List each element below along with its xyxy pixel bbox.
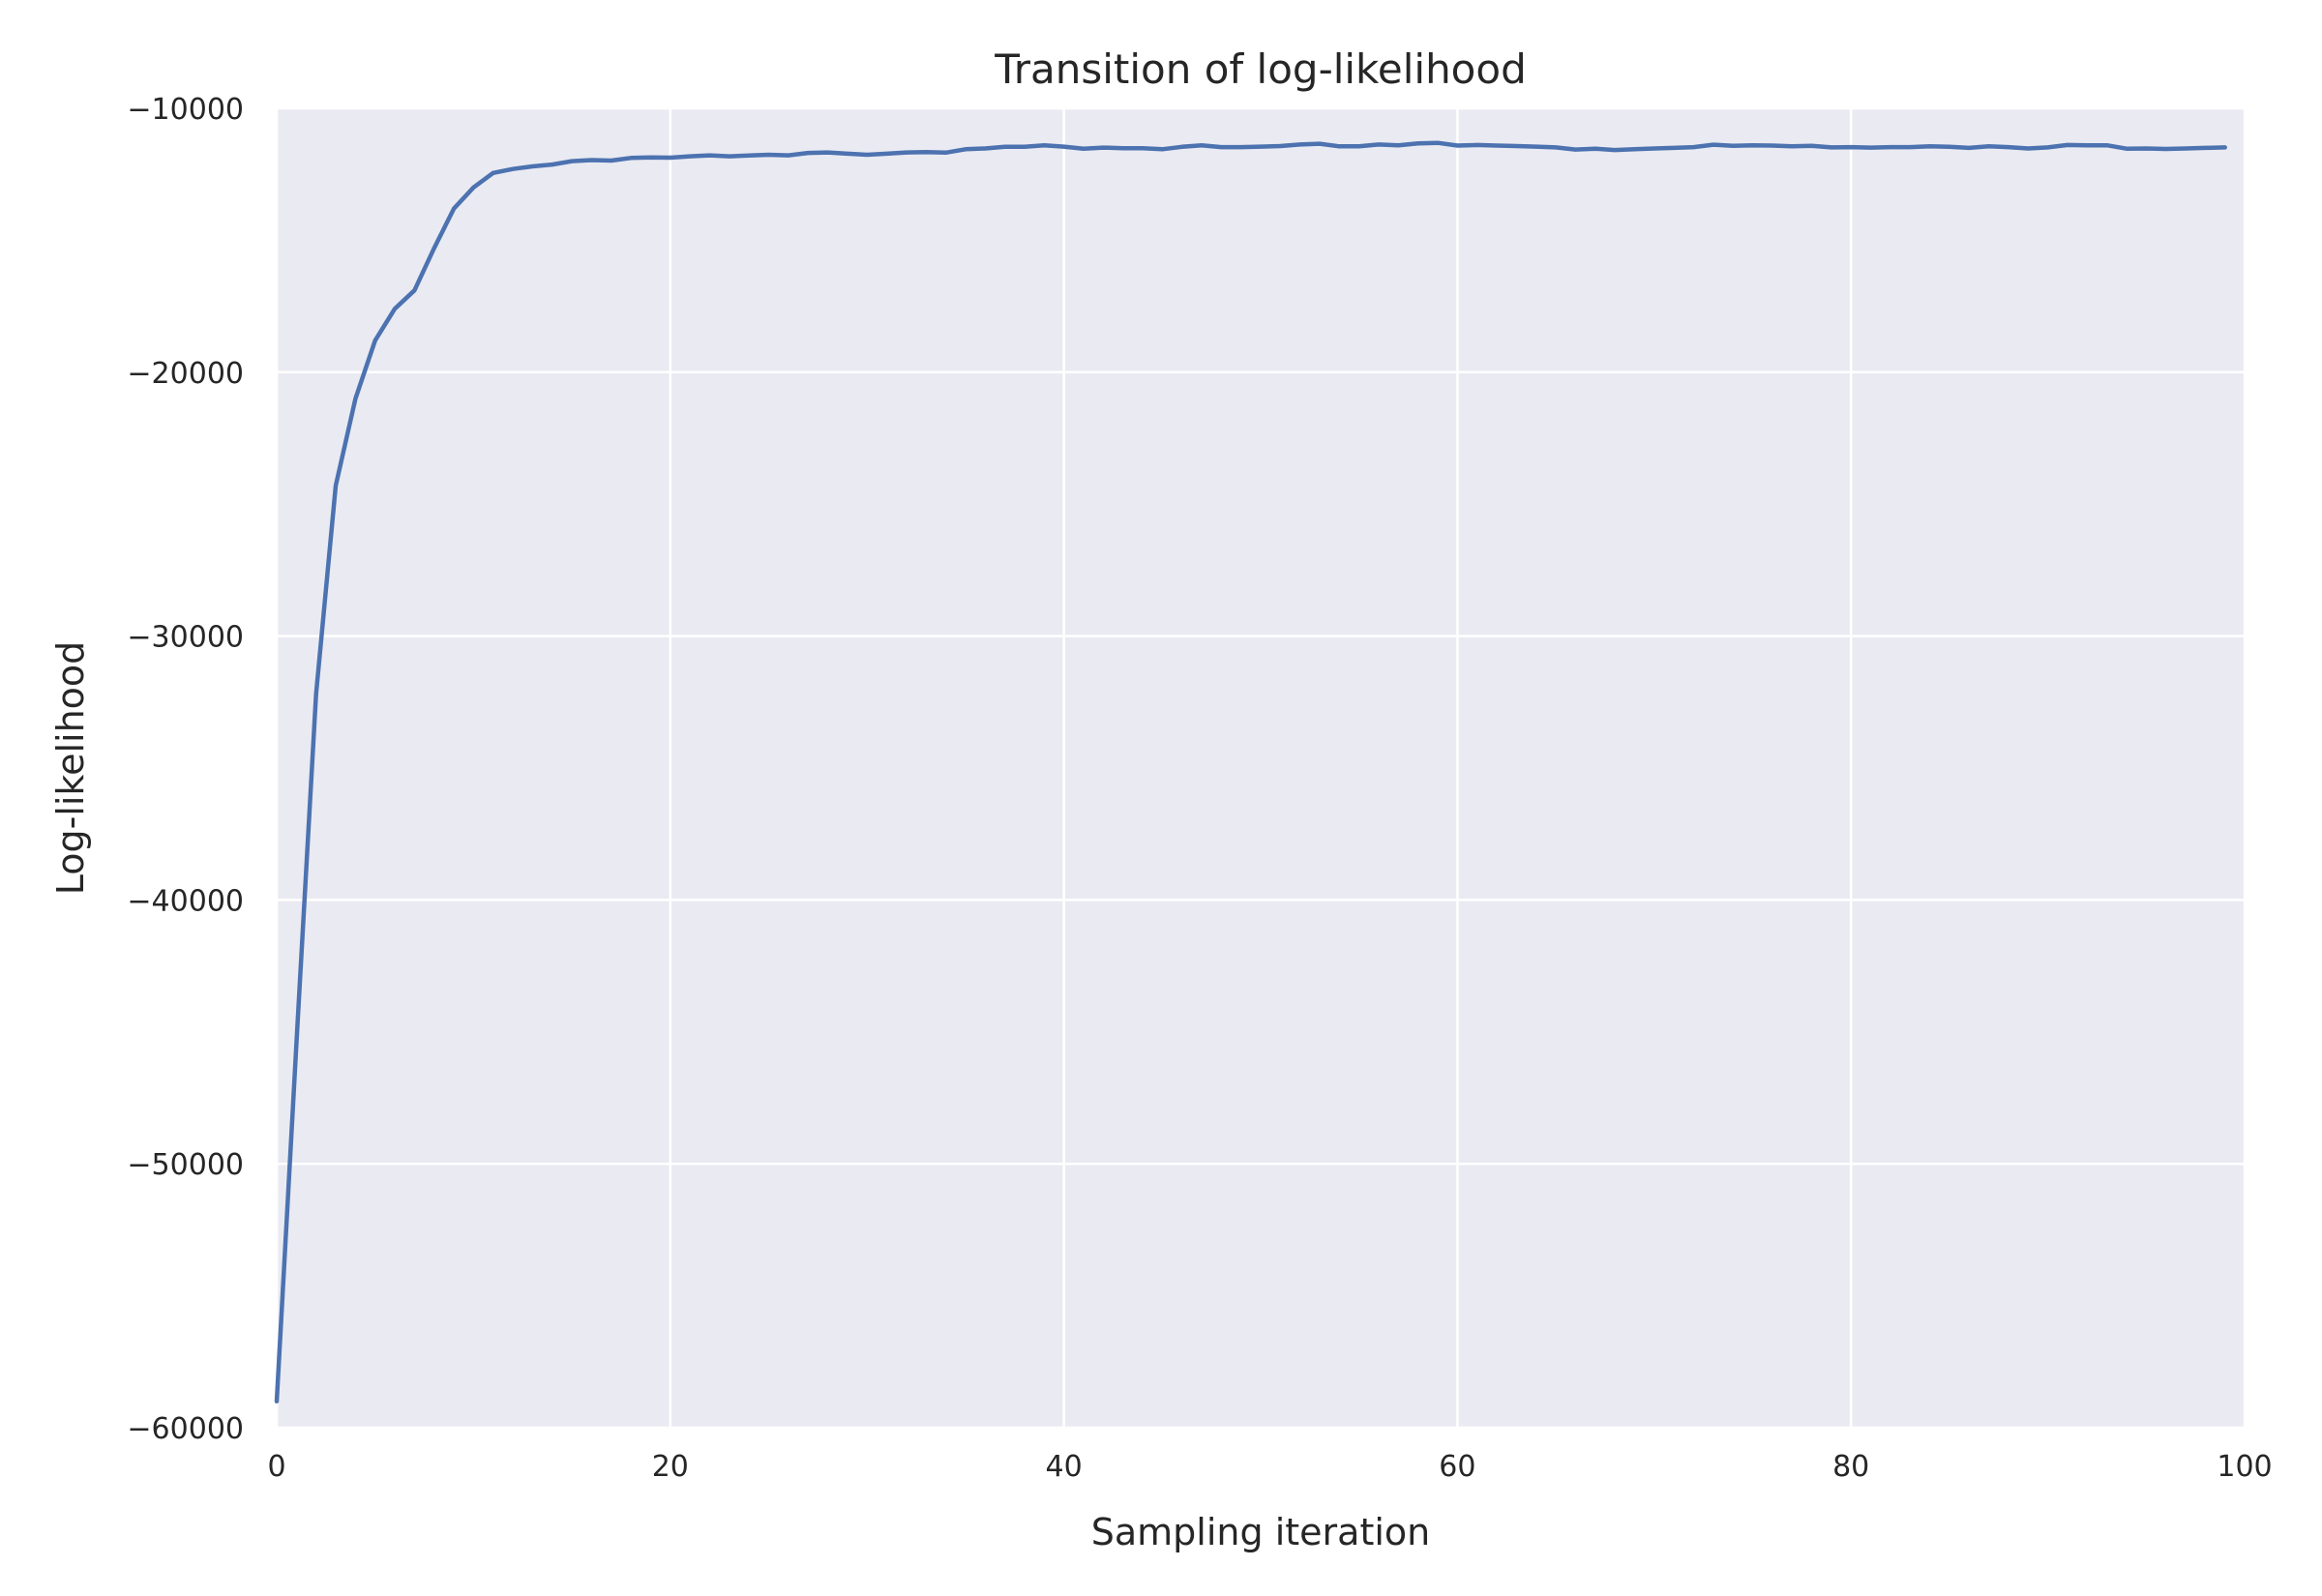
x-tick-label: 60 (1439, 1450, 1475, 1484)
x-tick-label: 100 (2217, 1450, 2272, 1484)
x-tick-labels: 0 20 40 60 80 100 (267, 1450, 2272, 1484)
series-line (274, 140, 2227, 1404)
y-tick-labels: −10000 −20000 −30000 −40000 −50000 −60000 (127, 93, 244, 1446)
x-tick-label: 0 (267, 1450, 285, 1484)
x-axis-label: Sampling iteration (1091, 1511, 1430, 1553)
y-tick-label: −10000 (127, 93, 244, 127)
chart-title: Transition of log-likelihood (994, 45, 1527, 93)
y-tick-label: −40000 (127, 884, 244, 918)
series-layer (274, 140, 2227, 1404)
grid-lines (275, 106, 2247, 1430)
x-tick-label: 80 (1832, 1450, 1869, 1484)
x-tick-label: 20 (652, 1450, 689, 1484)
y-axis-label: Log-likelihood (49, 641, 92, 896)
y-tick-label: −60000 (127, 1412, 244, 1446)
y-tick-label: −20000 (127, 357, 244, 391)
plot-background (277, 108, 2245, 1428)
y-tick-label: −30000 (127, 621, 244, 655)
x-tick-label: 40 (1046, 1450, 1083, 1484)
y-tick-label: −50000 (127, 1148, 244, 1182)
